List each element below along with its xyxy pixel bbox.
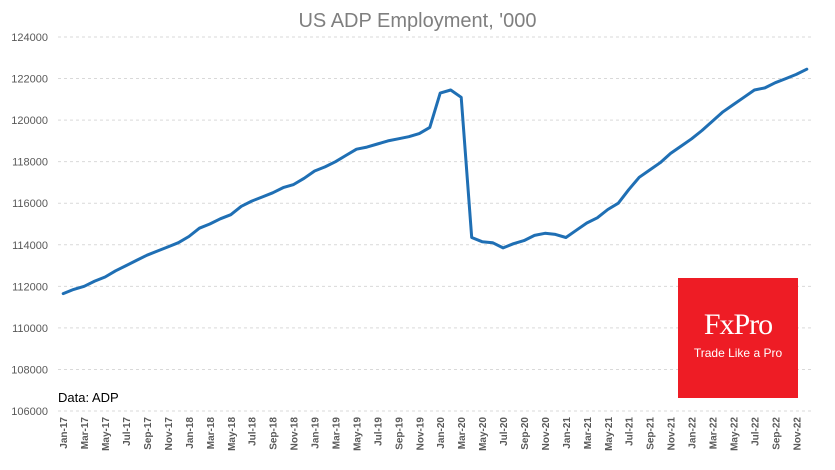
x-tick-label: Jan-20 bbox=[436, 417, 447, 449]
x-tick-label: Nov-19 bbox=[415, 417, 426, 451]
x-tick-label: Mar-17 bbox=[80, 417, 91, 450]
x-tick-label: Mar-19 bbox=[332, 417, 343, 450]
y-tick-label: 114000 bbox=[12, 240, 48, 252]
x-tick-label: Sep-19 bbox=[394, 417, 405, 450]
x-tick-label: Nov-18 bbox=[290, 417, 301, 451]
y-tick-label: 112000 bbox=[12, 281, 48, 293]
y-tick-label: 106000 bbox=[11, 406, 48, 418]
x-tick-label: May-21 bbox=[604, 417, 615, 451]
x-tick-label: Nov-17 bbox=[164, 417, 175, 451]
logo-tagline: Trade Like a Pro bbox=[693, 346, 783, 360]
x-tick-label: Sep-17 bbox=[143, 417, 154, 450]
y-axis-ticks: 106000 108000 110000 112000 114000 116000 1180… bbox=[11, 32, 48, 418]
y-tick-label: 118000 bbox=[12, 157, 48, 169]
x-tick-label: Jan-17 bbox=[59, 417, 70, 449]
y-tick-label: 122000 bbox=[11, 74, 48, 86]
x-tick-label: Sep-20 bbox=[520, 417, 531, 450]
x-tick-label: Sep-18 bbox=[269, 417, 280, 450]
x-tick-label: Mar-18 bbox=[206, 417, 217, 450]
source-note: Data: ADP bbox=[58, 390, 119, 405]
y-tick-label: 116000 bbox=[12, 198, 48, 210]
x-tick-label: Jan-18 bbox=[185, 417, 196, 449]
x-tick-label: May-17 bbox=[101, 417, 112, 451]
x-axis-ticks: Jan-17 Mar-17 May-17 Jul-17 Sep-17 Nov-17 Jan-… bbox=[59, 417, 803, 451]
logo-name: FxPro bbox=[703, 308, 773, 341]
x-tick-label: Jan-21 bbox=[562, 417, 573, 449]
x-tick-label: Mar-22 bbox=[709, 417, 720, 450]
x-tick-label: Jul-17 bbox=[122, 417, 133, 446]
x-tick-label: May-18 bbox=[227, 417, 238, 451]
y-tick-label: 108000 bbox=[11, 364, 48, 376]
x-tick-label: May-19 bbox=[352, 417, 363, 451]
series-line-adp bbox=[61, 67, 809, 296]
x-tick-label: Nov-22 bbox=[792, 417, 803, 451]
x-tick-label: Sep-22 bbox=[771, 417, 782, 450]
x-tick-label: Jul-20 bbox=[499, 417, 510, 446]
fxpro-logo: FxPro Trade Like a Pro bbox=[678, 278, 798, 398]
x-tick-label: Mar-21 bbox=[583, 417, 594, 450]
x-tick-label: Jul-22 bbox=[750, 417, 761, 446]
x-tick-label: Nov-21 bbox=[667, 417, 678, 451]
x-tick-label: Jul-19 bbox=[373, 417, 384, 446]
chart-title: US ADP Employment, '000 bbox=[298, 10, 537, 32]
x-tick-label: Sep-21 bbox=[646, 417, 657, 450]
x-tick-label: May-22 bbox=[729, 417, 740, 451]
x-tick-label: Jul-18 bbox=[248, 417, 259, 446]
x-tick-label: Nov-20 bbox=[541, 417, 552, 451]
x-tick-label: Jan-19 bbox=[311, 417, 322, 449]
x-tick-label: May-20 bbox=[478, 417, 489, 451]
x-tick-label: Jan-22 bbox=[688, 417, 699, 449]
x-tick-label: Mar-20 bbox=[457, 417, 468, 450]
x-tick-label: Jul-21 bbox=[625, 417, 636, 446]
y-tick-label: 124000 bbox=[11, 32, 48, 44]
y-tick-label: 120000 bbox=[11, 115, 48, 127]
y-tick-label: 110000 bbox=[12, 323, 48, 335]
